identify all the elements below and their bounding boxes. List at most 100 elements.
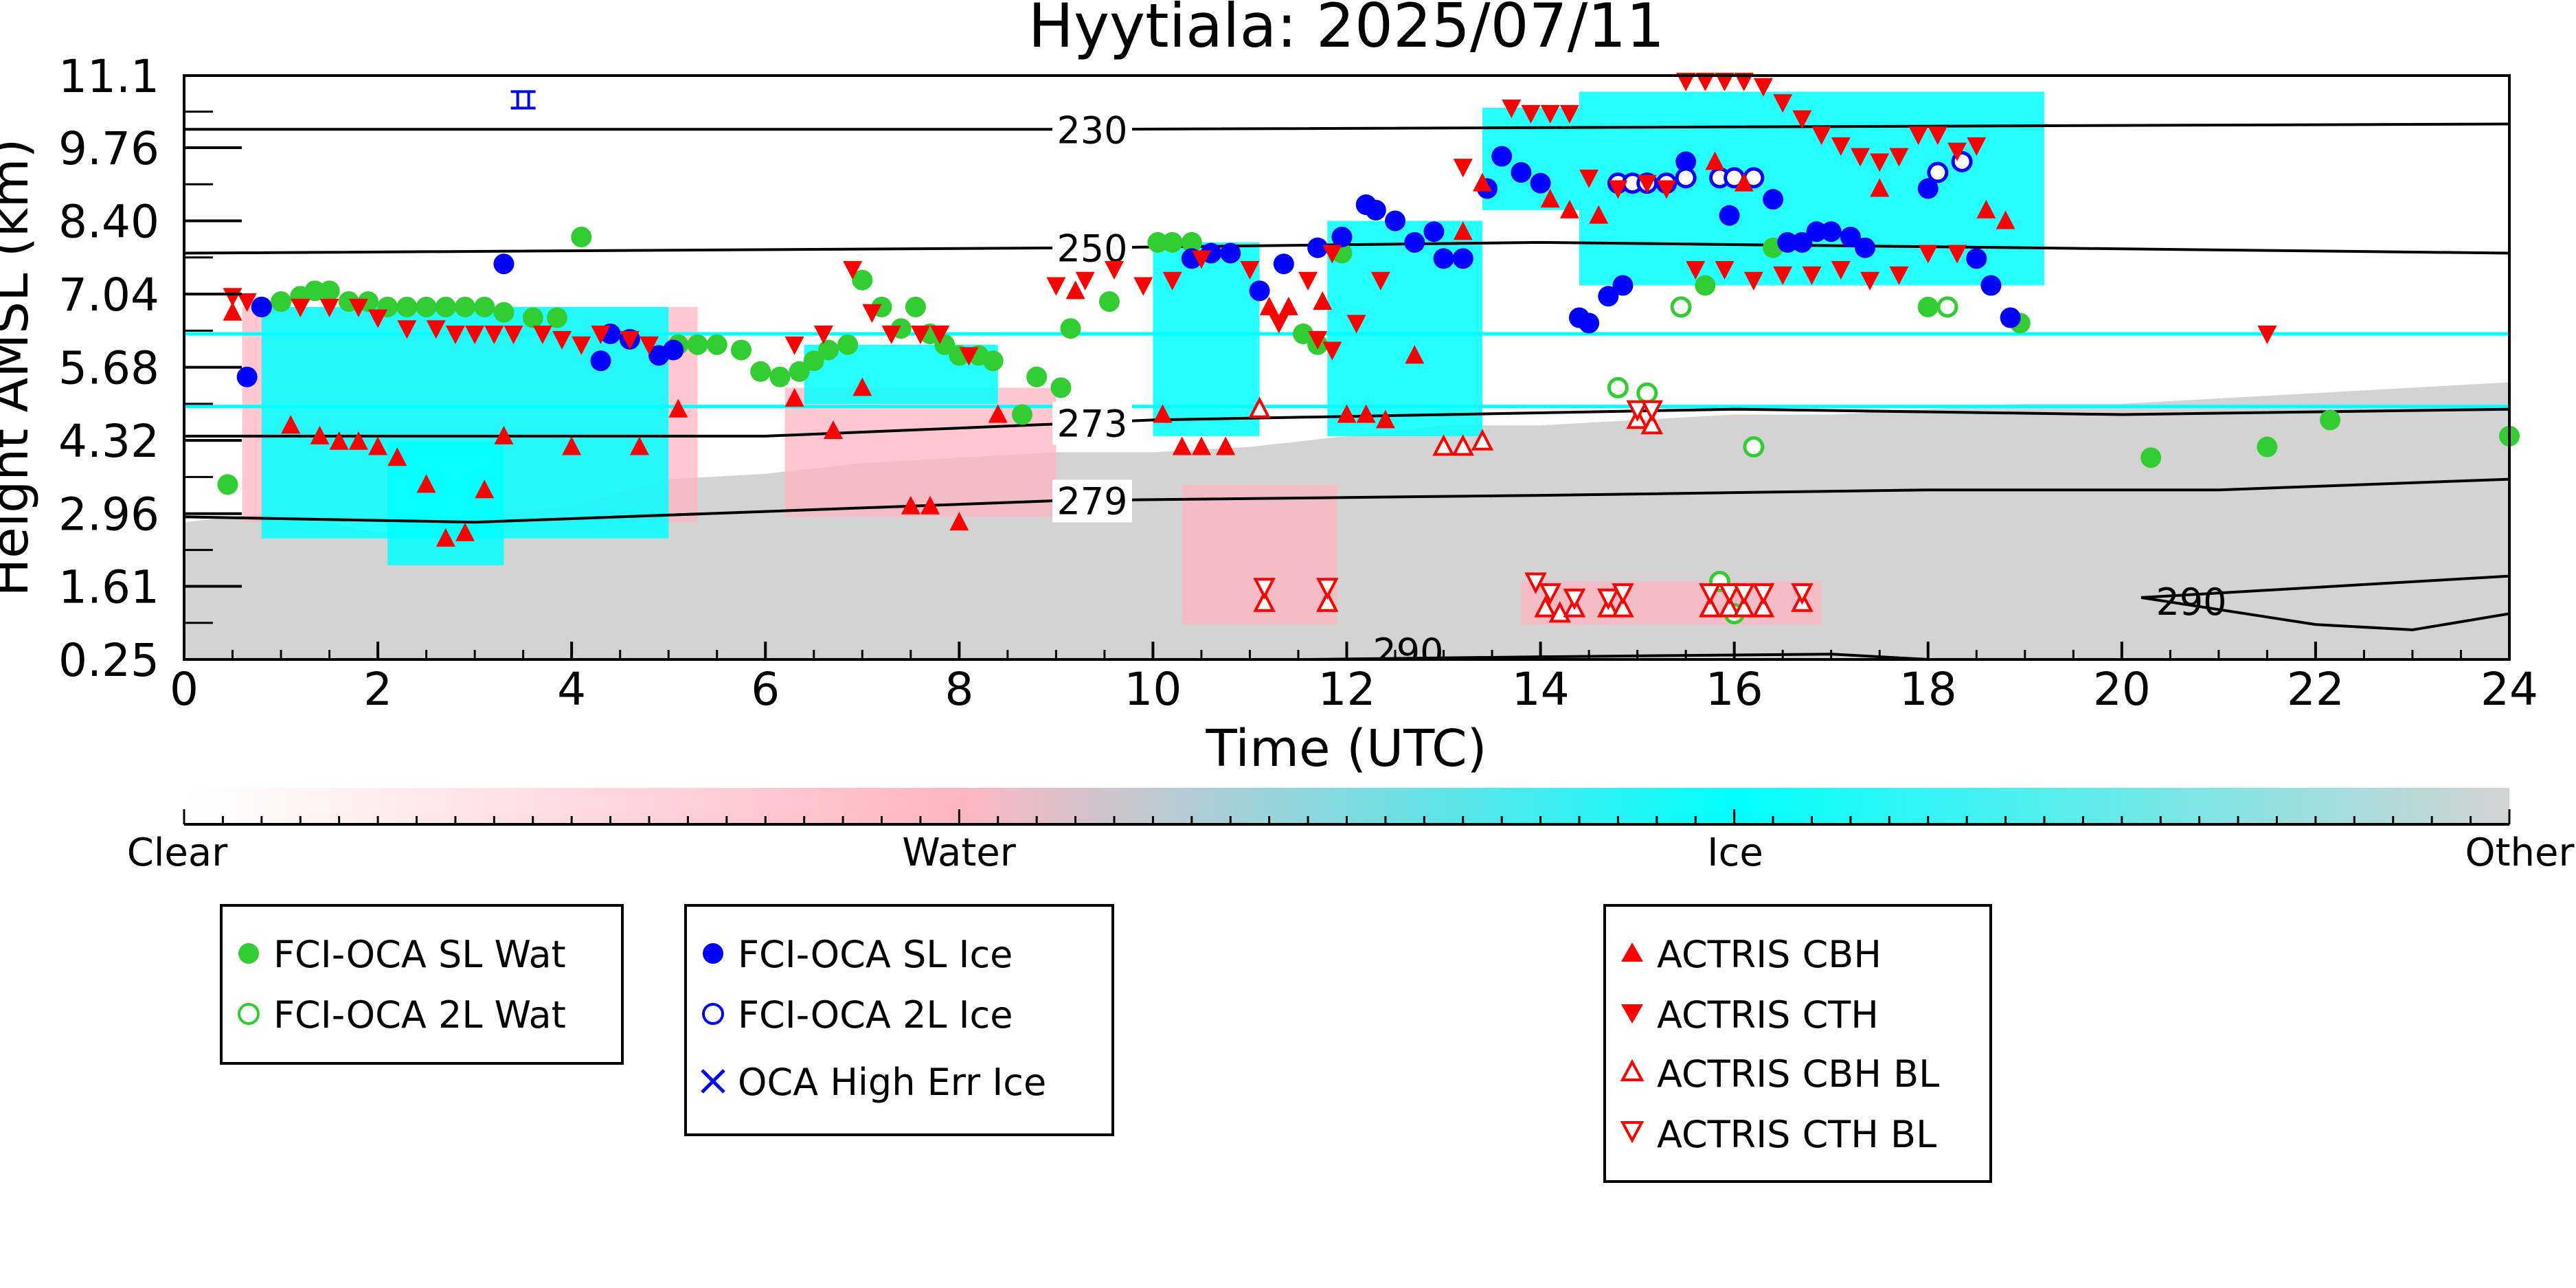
data-point <box>1524 572 1547 594</box>
y-axis-label: Height AMSL (km) <box>0 138 40 596</box>
data-point <box>1278 296 1298 315</box>
isotherm-label: 273 <box>1057 402 1127 445</box>
legend-marker-2l-ice <box>702 1003 724 1025</box>
data-point <box>223 302 242 321</box>
data-point <box>1098 291 1120 313</box>
x-tick-label: 8 <box>945 663 973 716</box>
data-point <box>1147 231 1168 253</box>
legend-label-cbh-bl: ACTRIS CBH BL <box>1657 1052 1939 1096</box>
data-point <box>396 296 418 317</box>
data-point <box>493 253 515 275</box>
legend-label-cbh: ACTRIS CBH <box>1657 933 1882 976</box>
data-point <box>1404 231 1425 253</box>
y-tick-label: 0.25 <box>58 634 159 687</box>
data-point <box>1976 199 1996 218</box>
data-point <box>1308 330 1328 350</box>
data-point <box>1563 588 1586 611</box>
data-point <box>2140 447 2162 468</box>
data-point <box>510 90 536 110</box>
data-point <box>1870 178 1890 197</box>
data-point <box>310 425 330 444</box>
data-point <box>1734 72 1754 91</box>
y-tick-label: 8.40 <box>58 196 159 249</box>
data-point <box>1656 180 1676 199</box>
data-point <box>1908 126 1928 146</box>
data-point <box>852 377 872 396</box>
data-point <box>426 320 446 339</box>
data-point <box>1253 590 1276 612</box>
data-point <box>668 398 688 418</box>
isotherm-label-bg <box>1052 479 1132 523</box>
data-point <box>1612 275 1634 296</box>
data-point <box>1947 245 1967 264</box>
data-point <box>1715 72 1735 91</box>
data-point <box>1026 366 1048 387</box>
data-point <box>1315 578 1339 600</box>
x-tick-label: 6 <box>751 663 780 716</box>
data-point <box>982 350 1004 372</box>
data-point <box>1675 151 1697 172</box>
data-point <box>1191 436 1211 455</box>
data-point <box>1356 404 1376 423</box>
x-tick-label: 24 <box>2481 663 2538 716</box>
data-point <box>1452 248 1473 269</box>
data-point <box>1365 199 1386 221</box>
data-point <box>1773 266 1793 285</box>
data-point <box>1699 583 1721 605</box>
data-point <box>1511 162 1532 183</box>
data-point <box>1315 590 1339 612</box>
data-point <box>562 436 582 455</box>
data-point <box>620 330 640 350</box>
data-point <box>591 326 611 345</box>
data-point <box>1752 596 1775 618</box>
data-point <box>1996 210 2015 229</box>
data-point <box>1472 172 1492 192</box>
data-point <box>416 296 437 317</box>
data-point <box>1273 253 1294 275</box>
data-point <box>1917 296 1939 317</box>
data-point <box>465 326 485 345</box>
data-point <box>730 339 752 361</box>
data-point <box>1675 167 1697 189</box>
data-point <box>1608 180 1628 199</box>
legend-ice: FCI-OCA SL Ice FCI-OCA 2L Ice OCA High E… <box>684 904 1114 1136</box>
data-point <box>217 474 238 495</box>
colorbar-label-water: Water <box>902 831 1017 875</box>
data-point <box>1405 345 1425 364</box>
y-tick-label: 4.32 <box>58 415 159 468</box>
legend-water: FCI-OCA SL Wat FCI-OCA 2L Wat <box>220 904 624 1065</box>
data-point <box>823 420 843 440</box>
data-point <box>2320 409 2341 431</box>
x-tick-label: 2 <box>363 663 392 716</box>
data-point <box>1313 291 1333 310</box>
data-point <box>1370 271 1390 291</box>
data-point <box>1607 376 1629 398</box>
data-point <box>1792 110 1812 129</box>
data-point <box>1612 596 1634 618</box>
data-point <box>1471 429 1494 451</box>
data-point <box>1075 271 1095 291</box>
y-tick-label: 5.68 <box>58 342 159 395</box>
data-point <box>532 326 552 345</box>
y-tick-label: 1.61 <box>58 561 159 613</box>
data-point <box>1743 271 1763 291</box>
series-actris-cth-bl <box>1253 400 1814 611</box>
data-point <box>1432 434 1455 456</box>
chart-title: Hyytiala: 2025/07/11 <box>1028 0 1664 61</box>
data-point <box>1579 169 1599 188</box>
data-point <box>1598 286 1619 307</box>
data-point <box>663 339 684 361</box>
colorbar-ticks <box>183 809 2511 826</box>
data-point <box>590 350 611 372</box>
data-point <box>901 495 920 515</box>
isotherm-label-bg <box>1052 109 1132 152</box>
data-point <box>817 339 839 361</box>
colorbar: Clear Water Ice Other <box>127 788 2575 875</box>
data-point <box>504 326 523 345</box>
data-point <box>1676 72 1696 91</box>
data-point <box>1699 596 1721 618</box>
data-point <box>1889 148 1909 167</box>
data-point <box>329 431 349 450</box>
y-tick-label: 2.96 <box>58 488 159 541</box>
